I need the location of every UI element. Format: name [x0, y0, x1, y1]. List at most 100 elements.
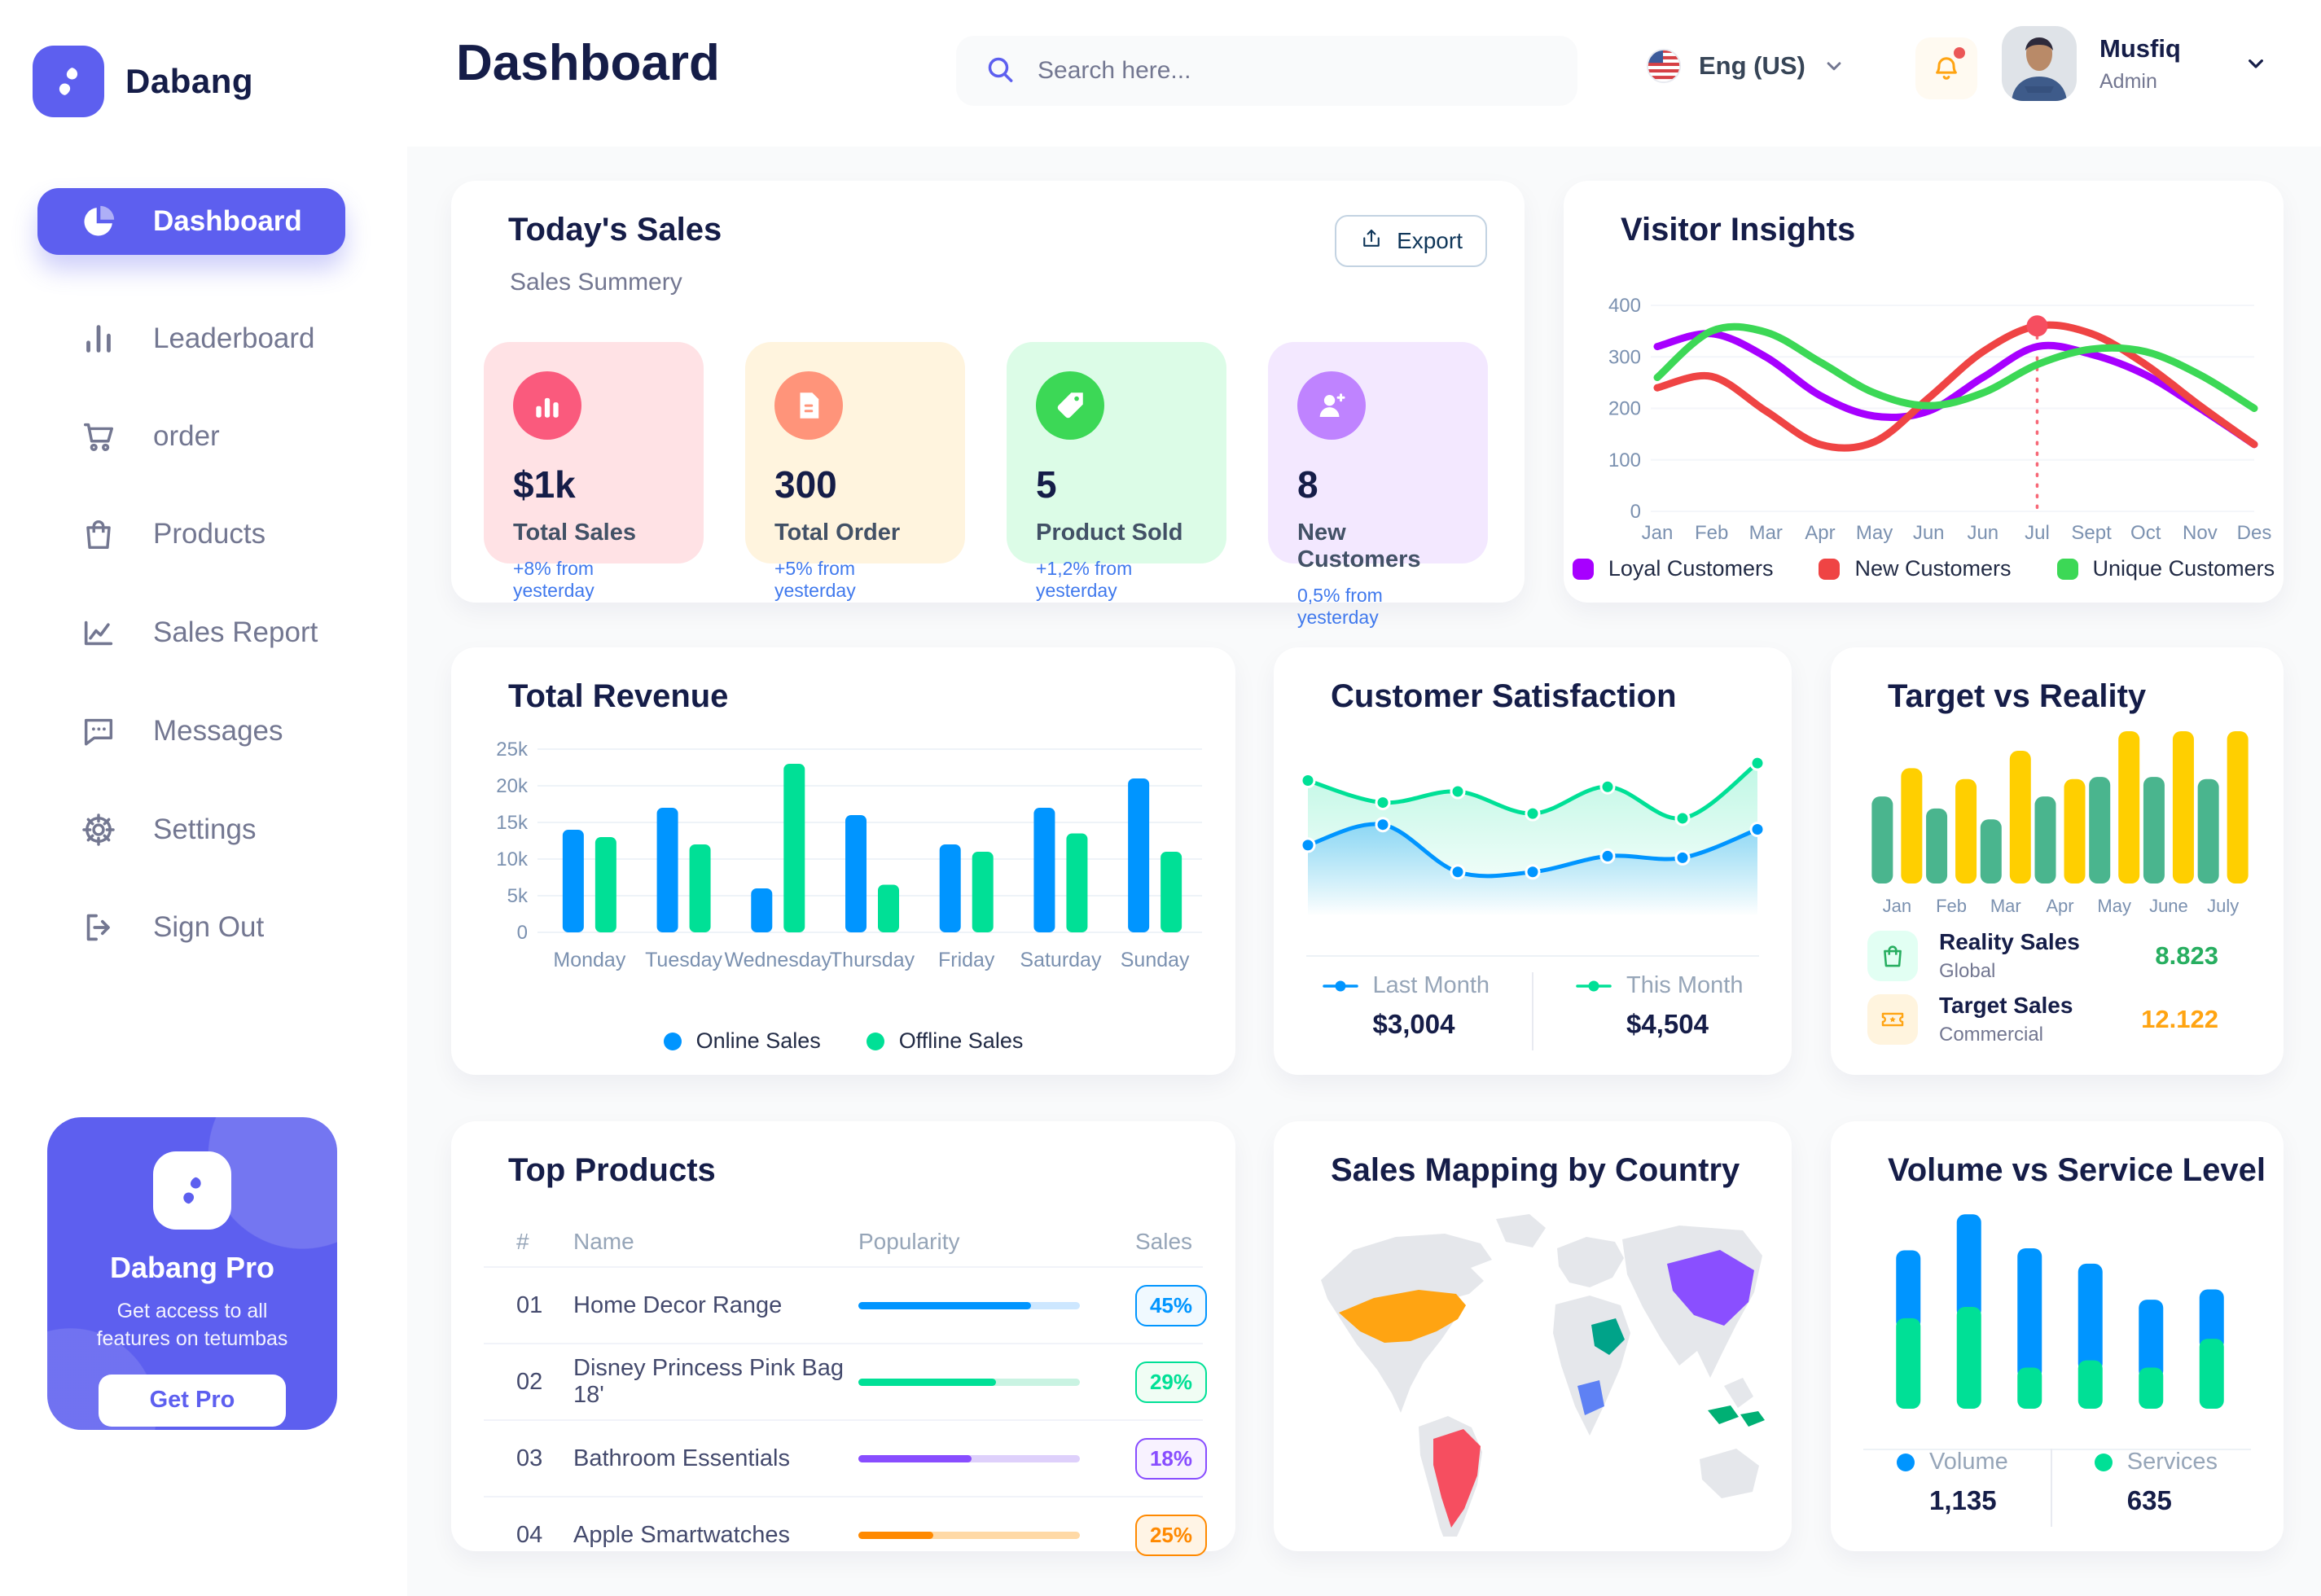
- sidebar-item-sales-report[interactable]: Sales Report: [37, 599, 345, 666]
- search-bar[interactable]: [956, 36, 1577, 106]
- bar-online: [1128, 778, 1150, 932]
- svg-text:100: 100: [1608, 449, 1641, 471]
- bar-services: [2199, 1339, 2224, 1409]
- bar-offline: [595, 837, 616, 932]
- divider: [1532, 972, 1534, 1050]
- svg-text:400: 400: [1608, 295, 1641, 317]
- product-name: Home Decor Range: [573, 1291, 783, 1318]
- bag-icon: [80, 515, 117, 553]
- user-name: Musfiq: [2099, 33, 2181, 63]
- legend-value: 8.823: [2155, 941, 2218, 970]
- summary-card-total-order: 300 Total Order +5% from yesterday: [745, 342, 965, 601]
- bar-target: [2064, 778, 2086, 884]
- legend-item: Offline Sales: [866, 1028, 1023, 1054]
- svg-text:Sunday: Sunday: [1121, 949, 1190, 971]
- country-indonesia: [1708, 1405, 1765, 1427]
- bar-reality: [1871, 796, 1893, 884]
- country-saudi-arabia: [1591, 1318, 1625, 1355]
- volume-vs-service-legend: Volume 1,135 Services 635: [1831, 1449, 2284, 1527]
- legend-item: Services 635: [2052, 1449, 2260, 1516]
- user-menu[interactable]: Musfiq Admin: [2002, 26, 2269, 101]
- topbar: Dashboard Eng (US) Musfiq Admin: [407, 0, 2321, 147]
- svg-text:May: May: [1856, 522, 1893, 544]
- legend-value: 12.122: [2141, 1005, 2218, 1033]
- table-row[interactable]: 03 Bathroom Essentials 18%: [516, 1421, 1207, 1496]
- new-customer-icon: [1297, 371, 1366, 440]
- sidebar-item-products[interactable]: Products: [37, 501, 345, 568]
- sales-chart-icon: [513, 371, 581, 440]
- top-products-table: # Name Popularity Sales 01 Home Decor Ran…: [451, 1217, 1235, 1572]
- language-selector[interactable]: Eng (US): [1645, 47, 1846, 85]
- pro-card: Dabang Pro Get access to all features on…: [47, 1117, 337, 1430]
- sidebar-item-label: Leaderboard: [153, 322, 315, 354]
- bar-offline: [1160, 852, 1182, 932]
- table-row[interactable]: 02 Disney Princess Pink Bag 18' 29%: [516, 1344, 1207, 1419]
- svg-text:Apr: Apr: [1805, 522, 1835, 544]
- divider: [484, 1343, 1203, 1344]
- svg-text:May: May: [2097, 896, 2131, 916]
- table-header: # Name Popularity Sales: [516, 1229, 1193, 1254]
- svg-text:Jan: Jan: [1642, 522, 1674, 544]
- search-input[interactable]: [1036, 56, 1550, 86]
- table-row[interactable]: 01 Home Decor Range 45%: [516, 1268, 1207, 1343]
- customer-satisfaction-card: Customer Satisfaction Last Month $3,004 Th…: [1274, 647, 1792, 1075]
- bar-online: [939, 844, 961, 932]
- sidebar-item-sign-out[interactable]: Sign Out: [37, 894, 345, 961]
- sidebar-item-label: Products: [153, 518, 266, 550]
- bar-services: [1956, 1306, 1981, 1409]
- ticket-icon: [1867, 994, 1918, 1045]
- customer-satisfaction-title: Customer Satisfaction: [1331, 678, 1677, 714]
- sidebar-item-label: Settings: [153, 813, 257, 845]
- total-revenue-card: Total Revenue 0 5k 10k 15k 20k 25k Monday Tuesd…: [451, 647, 1235, 1075]
- bar-reality: [2034, 796, 2056, 884]
- sidebar-item-order[interactable]: order: [37, 403, 345, 470]
- country-china: [1667, 1250, 1754, 1326]
- sign-out-icon: [80, 909, 117, 946]
- export-button[interactable]: Export: [1335, 215, 1487, 267]
- us-flag-icon: [1645, 47, 1683, 85]
- svg-text:Apr: Apr: [2046, 896, 2073, 916]
- summary-delta: +1,2% from yesterday: [1036, 558, 1133, 601]
- top-products-title: Top Products: [508, 1152, 716, 1188]
- notification-dot: [1954, 47, 1965, 59]
- svg-text:Feb: Feb: [1695, 522, 1728, 544]
- svg-text:Nov: Nov: [2183, 522, 2218, 544]
- legend-row-reality-sales: Reality Sales Global 8.823: [1867, 929, 2251, 983]
- bar-online: [562, 830, 584, 932]
- notifications-button[interactable]: [1915, 37, 1977, 99]
- table-row[interactable]: 04 Apple Smartwatches 25%: [516, 1497, 1207, 1572]
- sales-mapping-card: Sales Mapping by Country: [1274, 1121, 1792, 1551]
- visitor-insights-title: Visitor Insights: [1621, 212, 1856, 248]
- tag-icon: [1036, 371, 1104, 440]
- get-pro-button[interactable]: Get Pro: [99, 1374, 286, 1427]
- svg-text:Friday: Friday: [938, 949, 995, 971]
- product-rank: 01: [516, 1291, 543, 1318]
- sidebar-item-settings[interactable]: Settings: [37, 796, 345, 863]
- pie-chart-icon: [80, 203, 117, 240]
- sidebar-item-dashboard[interactable]: Dashboard: [37, 188, 345, 255]
- continent: [1700, 1449, 1759, 1498]
- pro-card-title: Dabang Pro: [109, 1251, 275, 1284]
- continent: [1557, 1237, 1624, 1287]
- bar-offline: [1066, 833, 1088, 932]
- gear-icon: [80, 811, 117, 848]
- sidebar-item-label: order: [153, 420, 220, 452]
- legend-item: Volume 1,135: [1854, 1449, 2051, 1516]
- legend-item: Last Month $3,004: [1280, 972, 1532, 1040]
- summary-label: Product Sold: [1036, 520, 1183, 546]
- summary-card-total-sales: $1k Total Sales +8% from yesterday: [484, 342, 704, 601]
- svg-text:20k: 20k: [496, 775, 529, 797]
- bar-services: [2077, 1360, 2103, 1409]
- target-vs-reality-title: Target vs Reality: [1888, 678, 2147, 714]
- world-map: [1321, 1214, 1765, 1537]
- chevron-down-icon: [2243, 50, 2269, 77]
- legend-item: Online Sales: [663, 1028, 821, 1054]
- total-revenue-chart: 0 5k 10k 15k 20k 25k Monday Tuesday WednesdayThu…: [496, 739, 1202, 971]
- svg-text:5k: 5k: [507, 885, 529, 907]
- divider: [484, 1496, 1203, 1497]
- sidebar-item-messages[interactable]: Messages: [37, 698, 345, 765]
- sidebar-item-leaderboard[interactable]: Leaderboard: [37, 305, 345, 372]
- bar-offline: [783, 764, 805, 932]
- bar-online: [1033, 808, 1055, 932]
- marker-dot: [2026, 315, 2048, 337]
